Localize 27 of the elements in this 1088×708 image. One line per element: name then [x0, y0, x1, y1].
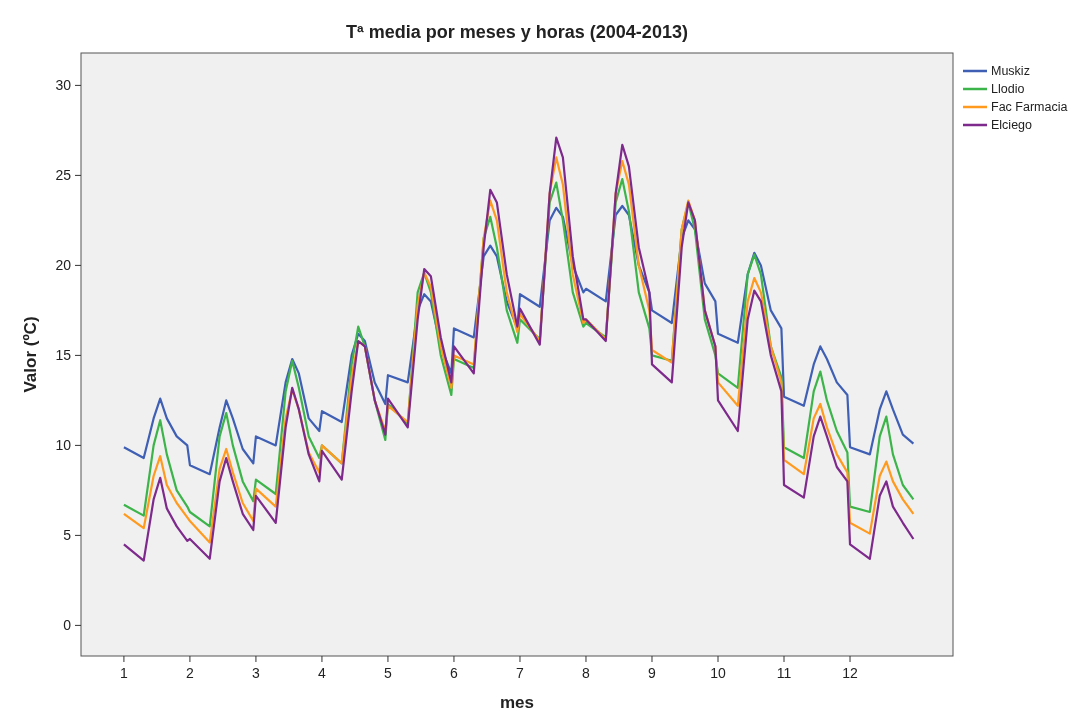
x-tick-label: 5 — [384, 665, 393, 681]
chart-title: Tª media por meses y horas (2004-2013) — [346, 22, 688, 42]
y-tick-label: 20 — [55, 257, 72, 274]
y-tick-label: 0 — [63, 617, 72, 634]
y-tick-label: 5 — [63, 527, 72, 544]
x-tick-label: 8 — [582, 665, 591, 681]
line-series — [122, 204, 915, 476]
x-tick-label: 10 — [710, 665, 726, 681]
x-tick-label: 2 — [186, 665, 195, 681]
x-tick-label: 3 — [252, 665, 261, 681]
x-tick-label: 11 — [776, 665, 792, 681]
x-tick-label: 4 — [318, 665, 327, 681]
x-tick-label: 12 — [842, 665, 859, 681]
y-tick-label: 30 — [55, 77, 72, 94]
y-axis-title: Valor (ºC) — [21, 316, 40, 393]
y-tick-label: 15 — [55, 347, 72, 364]
legend-label: Llodio — [991, 82, 1025, 97]
x-tick-label: 1 — [120, 665, 129, 681]
y-tick-label: 10 — [55, 437, 72, 454]
legend-label: Elciego — [991, 118, 1033, 133]
x-axis-title: mes — [499, 693, 535, 708]
legend-label: Muskiz — [991, 64, 1030, 79]
y-tick-label: 25 — [55, 167, 72, 184]
legend-label: Fac Farmacia — [991, 100, 1068, 115]
x-tick-label: 6 — [450, 665, 459, 681]
x-tick-label: 7 — [516, 665, 525, 681]
x-tick-label: 9 — [648, 665, 657, 681]
